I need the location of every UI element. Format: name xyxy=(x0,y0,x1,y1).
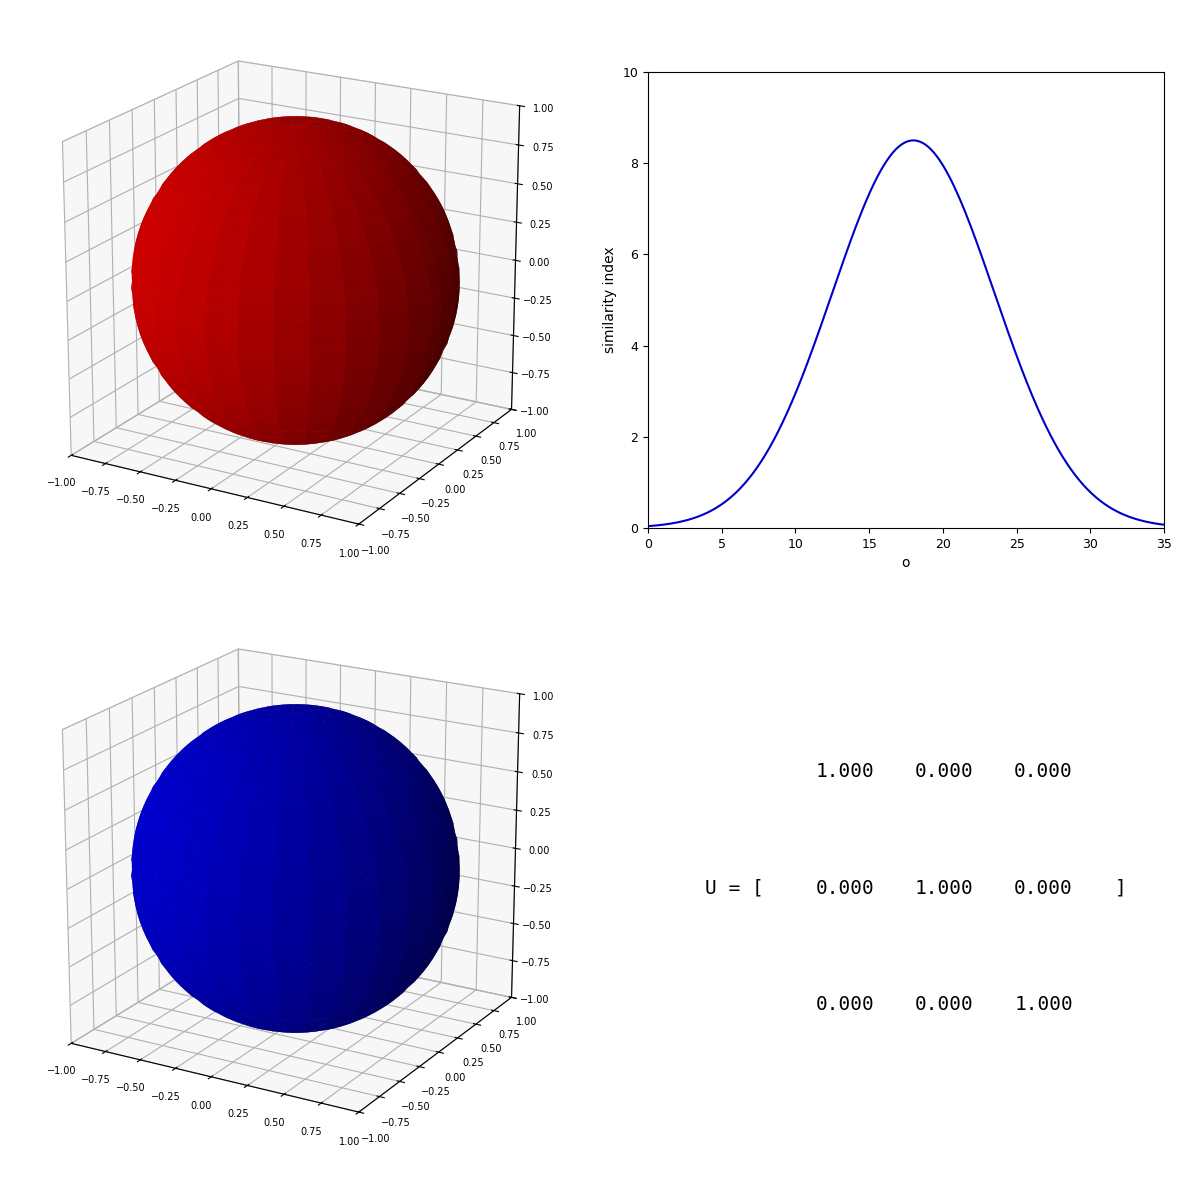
Y-axis label: similarity index: similarity index xyxy=(602,247,617,353)
Text: 0.000: 0.000 xyxy=(914,762,973,781)
Text: ]: ] xyxy=(1115,878,1127,898)
Text: 1.000: 1.000 xyxy=(816,762,874,781)
Text: 0.000: 0.000 xyxy=(1014,878,1073,898)
Text: 0.000: 0.000 xyxy=(816,878,874,898)
Text: 1.000: 1.000 xyxy=(914,878,973,898)
Text: 0.000: 0.000 xyxy=(816,995,874,1014)
X-axis label: o: o xyxy=(901,557,911,570)
Text: 0.000: 0.000 xyxy=(914,995,973,1014)
Text: U = [: U = [ xyxy=(706,878,763,898)
Text: 1.000: 1.000 xyxy=(1014,995,1073,1014)
Text: 0.000: 0.000 xyxy=(1014,762,1073,781)
